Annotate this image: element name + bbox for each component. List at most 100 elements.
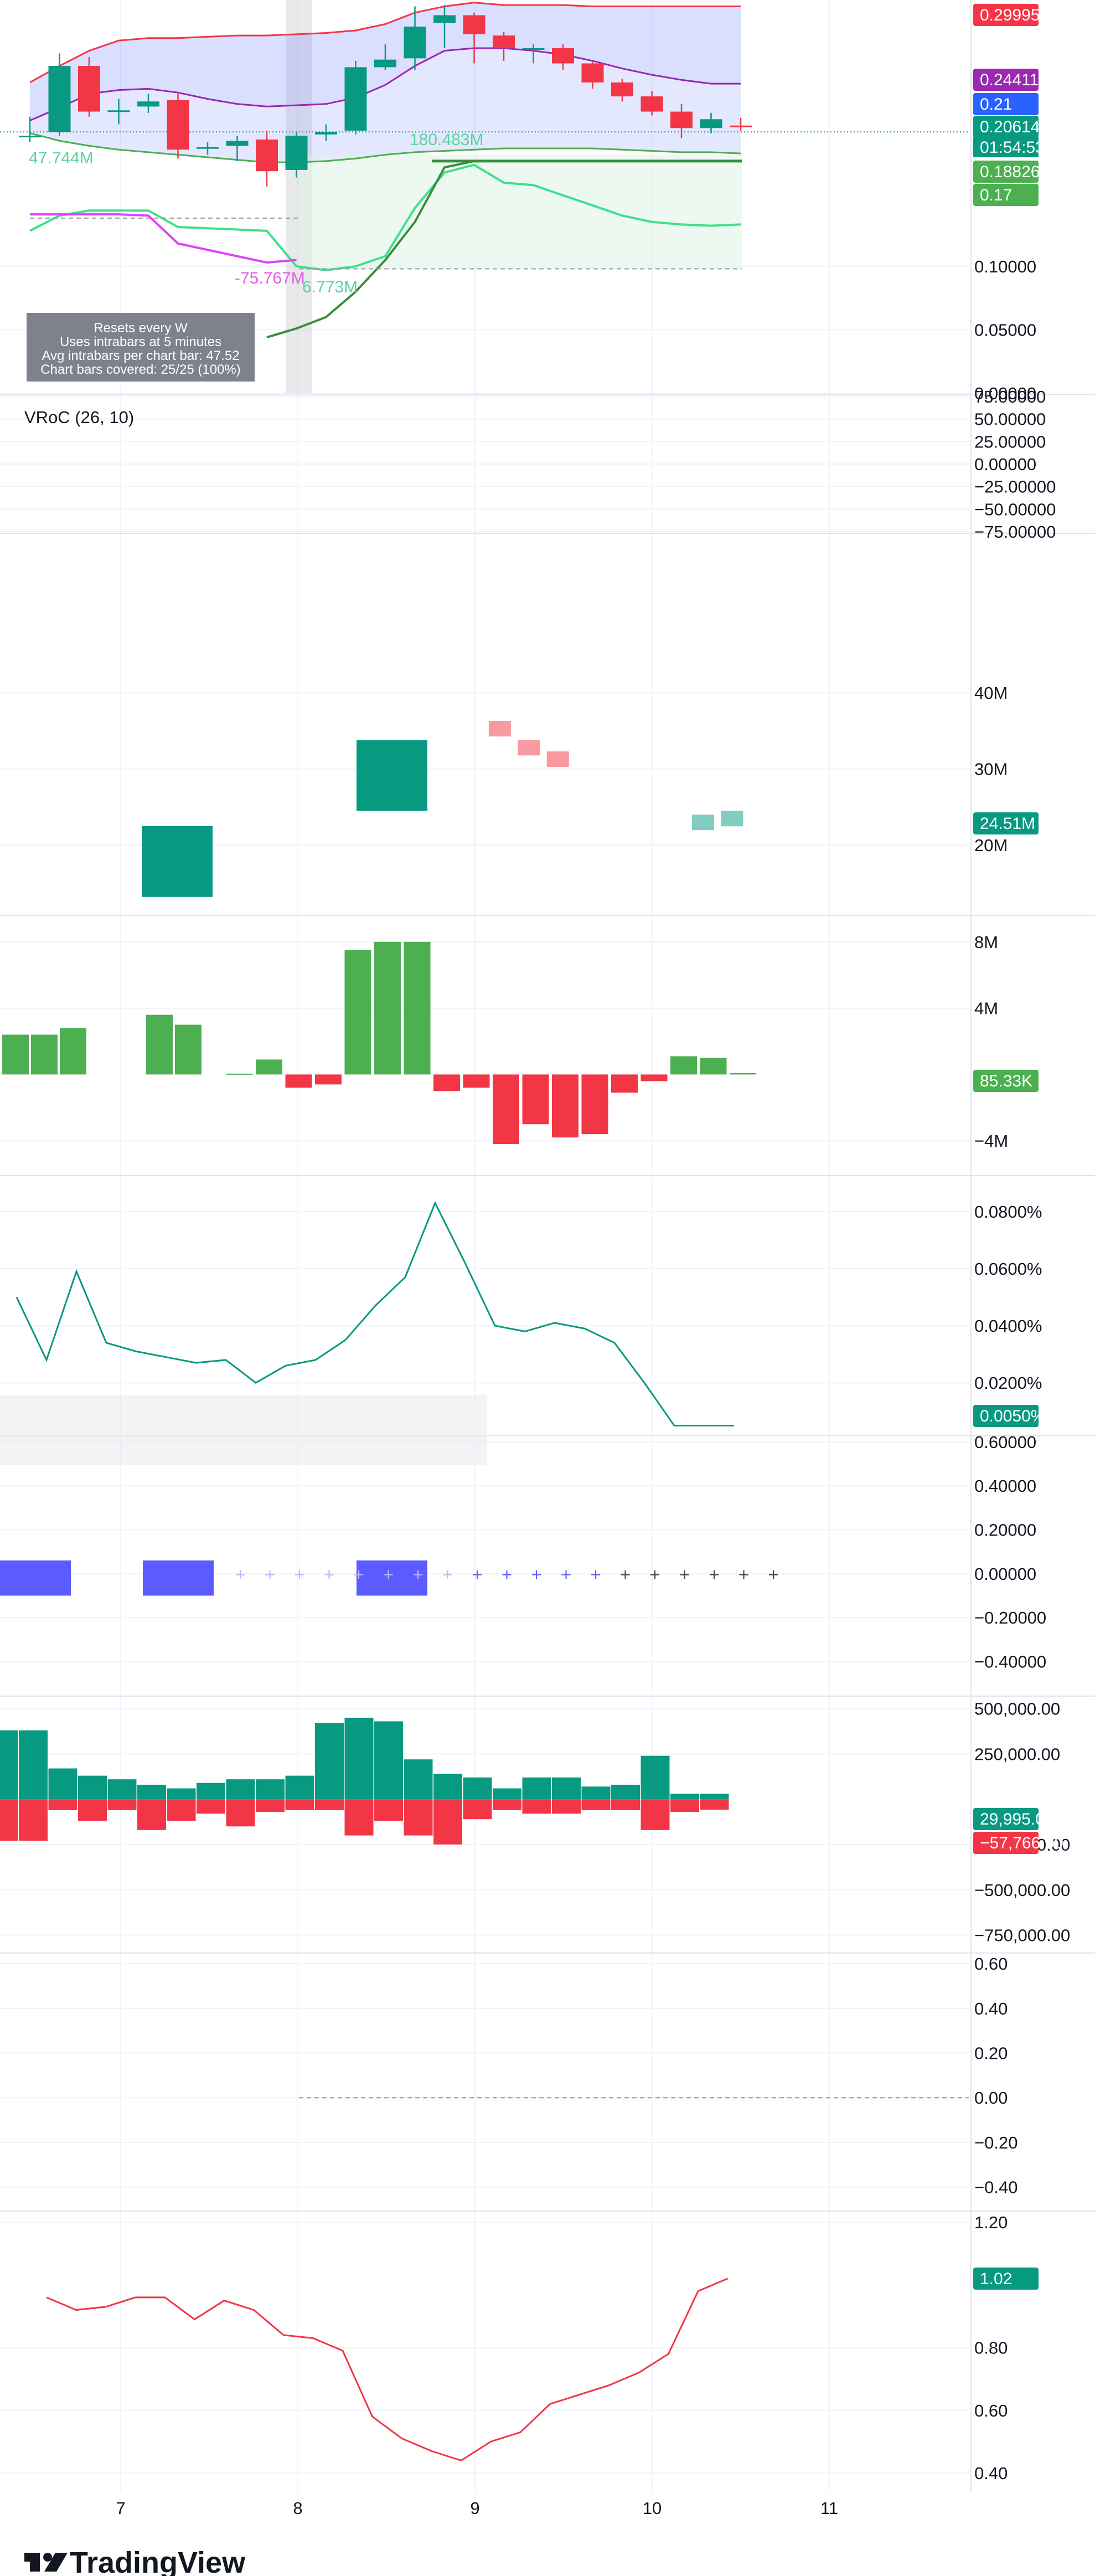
band-middle-line	[29, 47, 741, 121]
sell-volume-bar	[611, 1799, 640, 1810]
y-axis-tick-label: 50.00000	[974, 410, 1046, 429]
oscillator-cross: +	[590, 1567, 602, 1583]
delta-bar	[374, 941, 401, 1075]
price-label-badge	[973, 184, 1039, 206]
delta-bar	[581, 1074, 608, 1135]
x-axis-tick-label: 8	[293, 2498, 302, 2518]
countdown-badge	[973, 137, 1039, 157]
oscillator-cross: +	[234, 1567, 246, 1583]
y-axis-tick-label: 0.00	[974, 2088, 1008, 2108]
sell-volume-bar	[226, 1799, 255, 1827]
annotation-label: -75.767M	[235, 269, 305, 287]
y-axis-tick-label: −0.40000	[974, 1652, 1046, 1672]
candle-body	[78, 66, 100, 112]
buy-volume-bar	[0, 1730, 18, 1800]
oscillator-block	[0, 1560, 71, 1596]
oscillator-cross: +	[708, 1567, 720, 1583]
volume-bar	[546, 751, 569, 767]
tradingview-logo[interactable]: TradingView	[14, 2546, 246, 2576]
x-axis-tick-label: 9	[470, 2498, 479, 2518]
buy-volume-bar	[700, 1794, 729, 1800]
candle-body	[641, 96, 663, 112]
price-label: 0.29995	[980, 6, 1040, 24]
volume-last-value: 24.51M	[980, 815, 1035, 833]
oscillator-cross: +	[293, 1567, 306, 1583]
candle-body	[137, 101, 159, 107]
y-axis-tick-label: 8M	[974, 932, 998, 952]
price-label-badge	[973, 69, 1039, 91]
candle-body	[433, 15, 456, 23]
y-axis-tick-label: 0.10000	[974, 257, 1036, 276]
buy-volume-bar	[107, 1779, 137, 1800]
buy-volume-bar	[493, 1788, 521, 1800]
oscillator-cross: +	[530, 1567, 543, 1583]
sell-volume-bar	[374, 1799, 403, 1821]
buy-volume-bar	[344, 1717, 374, 1800]
delta-bar	[285, 1074, 312, 1088]
candle-body	[581, 63, 604, 83]
oscillator-cross: +	[649, 1567, 661, 1583]
shade-layer	[0, 0, 742, 1465]
y-axis-tick-label: 0.00000	[974, 384, 1036, 403]
candle-body	[493, 35, 515, 49]
sell-volume-bar	[404, 1799, 433, 1836]
sell-volume-bar	[315, 1799, 344, 1810]
delta-bar	[611, 1074, 638, 1093]
delta-bar	[730, 1073, 756, 1075]
y-axis-tick-label: 0.40000	[974, 1476, 1036, 1496]
delta-bar	[433, 1074, 460, 1091]
info-box-line: Chart bars covered: 25/25 (100%)	[40, 362, 241, 377]
oscillator-cross: +	[501, 1567, 513, 1583]
sell-volume-bar	[700, 1799, 729, 1810]
buy-volume-bar	[433, 1774, 462, 1800]
vroc-pane-title: VRoC (26, 10)	[24, 408, 134, 427]
oscillator-cross: +	[442, 1567, 454, 1583]
x-axis-tick-label: 10	[643, 2498, 662, 2518]
ratio-line	[46, 2278, 729, 2462]
buy-volume-bar	[226, 1779, 255, 1800]
sell-volume-bar	[0, 1799, 18, 1841]
delta-bar	[60, 1028, 86, 1075]
sell-volume-bar	[463, 1799, 492, 1820]
cumulative-volume-line	[29, 163, 741, 271]
candle-body	[256, 139, 278, 172]
y-axis-tick-label: 0.80	[974, 2338, 1008, 2358]
sell-volume-bar	[48, 1799, 78, 1810]
y-axis-tick-label: 25.00000	[974, 432, 1046, 451]
y-axis-tick-label: 250,000.00	[974, 1744, 1060, 1764]
oscillator-cross: +	[767, 1567, 779, 1583]
candle-body	[730, 125, 752, 127]
sell-volume-bar	[137, 1799, 166, 1830]
y-axis-tick-label: −4M	[974, 1131, 1008, 1151]
delta-bar	[256, 1059, 282, 1075]
buy-volume-bar	[256, 1779, 285, 1800]
delta-bar	[700, 1058, 727, 1075]
buy-volume-bar	[137, 1785, 166, 1800]
faded-region	[0, 1395, 487, 1465]
buy-volume-bar	[285, 1775, 314, 1800]
annotation-label: 180.483M	[410, 131, 483, 149]
y-axis-tick-label: 4M	[974, 999, 998, 1018]
percent-line	[16, 1201, 734, 1427]
sell-volume-bar	[256, 1799, 285, 1812]
candle-body	[226, 141, 249, 146]
volume-bar	[721, 811, 743, 827]
delta-last-value: 85.33K	[980, 1072, 1032, 1090]
y-axis-tick-label: 0.20	[974, 2044, 1008, 2063]
delta-bar	[522, 1074, 549, 1125]
sell-last-value: −57,766.00	[980, 1834, 1063, 1852]
band-lower-line	[29, 132, 741, 163]
y-axis-tick-label: −0.40	[974, 2178, 1017, 2197]
buy-volume-bar	[374, 1721, 403, 1800]
candle-body	[404, 27, 426, 59]
sell-volume-bar	[285, 1799, 314, 1810]
oscillator-cross: +	[560, 1567, 572, 1583]
sell-volume-bar	[19, 1799, 48, 1841]
candle-body	[315, 132, 337, 135]
candle-body	[700, 119, 722, 128]
y-axis-tick-label: 75.00000	[974, 387, 1046, 406]
buy-volume-bar	[581, 1786, 611, 1800]
buy-volume-bar	[197, 1782, 225, 1800]
buy-volume-bar	[404, 1759, 433, 1800]
